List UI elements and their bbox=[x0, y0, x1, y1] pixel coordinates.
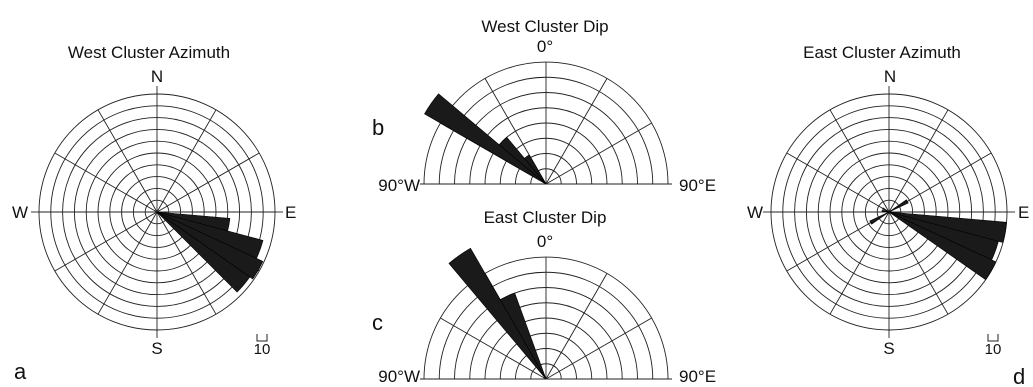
grid-spoke bbox=[440, 317, 547, 380]
grid-spoke bbox=[545, 78, 608, 185]
grid-spoke bbox=[156, 109, 217, 213]
grid-spoke bbox=[888, 109, 949, 213]
north-label: N bbox=[151, 67, 163, 86]
rose-petal bbox=[869, 211, 890, 225]
rose-petals bbox=[156, 211, 264, 293]
east-label: E bbox=[1018, 203, 1029, 222]
rose-petal bbox=[499, 292, 547, 380]
grid-spoke bbox=[888, 211, 949, 315]
scale-bar-icon bbox=[256, 334, 268, 342]
east-dip-title: East Cluster Dip bbox=[484, 208, 607, 227]
rose-petal bbox=[524, 154, 547, 185]
grid-spoke bbox=[156, 152, 260, 213]
top-label: 0° bbox=[537, 232, 553, 251]
right-label: 90°E bbox=[679, 367, 716, 386]
grid-spoke bbox=[786, 152, 890, 213]
west-dip-rose: West Cluster Dip 0° 90°W 90°E b bbox=[372, 17, 716, 195]
scale-label: 10 bbox=[985, 341, 1002, 358]
top-label: 0° bbox=[537, 37, 553, 56]
west-azimuth-rose: West Cluster Azimuth N S E W a 10 bbox=[12, 43, 296, 384]
rose-petal bbox=[448, 247, 547, 380]
scale-label: 10 bbox=[254, 341, 271, 358]
west-label: W bbox=[747, 203, 763, 222]
panel-label-b: b bbox=[372, 115, 384, 140]
polar-grid bbox=[420, 61, 672, 185]
north-label: N bbox=[884, 67, 896, 86]
grid-spoke bbox=[97, 109, 158, 213]
rose-petal bbox=[888, 211, 997, 281]
south-label: S bbox=[883, 339, 894, 358]
panel-label-d: d bbox=[1013, 364, 1025, 387]
rose-petal bbox=[156, 211, 264, 280]
rose-petals bbox=[424, 93, 547, 185]
scale-bar-icon bbox=[987, 334, 999, 342]
rose-petals bbox=[448, 247, 547, 380]
rose-petal bbox=[424, 93, 547, 185]
west-azimuth-title: West Cluster Azimuth bbox=[68, 43, 230, 62]
south-label: S bbox=[151, 339, 162, 358]
rose-petal bbox=[498, 136, 547, 185]
east-azimuth-title: East Cluster Azimuth bbox=[803, 43, 961, 62]
rose-petal bbox=[882, 207, 890, 213]
grid-spoke bbox=[545, 122, 652, 185]
grid-spoke bbox=[829, 109, 890, 213]
left-label: 90°W bbox=[378, 176, 420, 195]
grid-spoke bbox=[97, 211, 158, 315]
rose-petal bbox=[156, 211, 251, 293]
grid-spoke bbox=[545, 317, 652, 380]
left-label: 90°W bbox=[378, 367, 420, 386]
east-dip-rose: East Cluster Dip 0° 90°W 90°E c bbox=[372, 208, 716, 386]
grid-spoke bbox=[545, 273, 608, 380]
panel-label-c: c bbox=[372, 310, 383, 335]
grid-spoke bbox=[54, 211, 158, 272]
grid-spoke bbox=[156, 211, 217, 315]
polar-grid bbox=[420, 256, 672, 380]
right-label: 90°E bbox=[679, 176, 716, 195]
east-label: E bbox=[285, 203, 296, 222]
panel-label-a: a bbox=[14, 359, 27, 384]
east-azimuth-rose: East Cluster Azimuth N S E W d 10 bbox=[747, 43, 1029, 387]
west-label: W bbox=[12, 203, 28, 222]
west-dip-title: West Cluster Dip bbox=[481, 17, 608, 36]
rose-petals bbox=[869, 199, 1007, 281]
rose-petal bbox=[888, 199, 909, 213]
grid-spoke bbox=[54, 152, 158, 213]
rose-petal bbox=[881, 209, 890, 213]
grid-spoke bbox=[829, 211, 890, 315]
